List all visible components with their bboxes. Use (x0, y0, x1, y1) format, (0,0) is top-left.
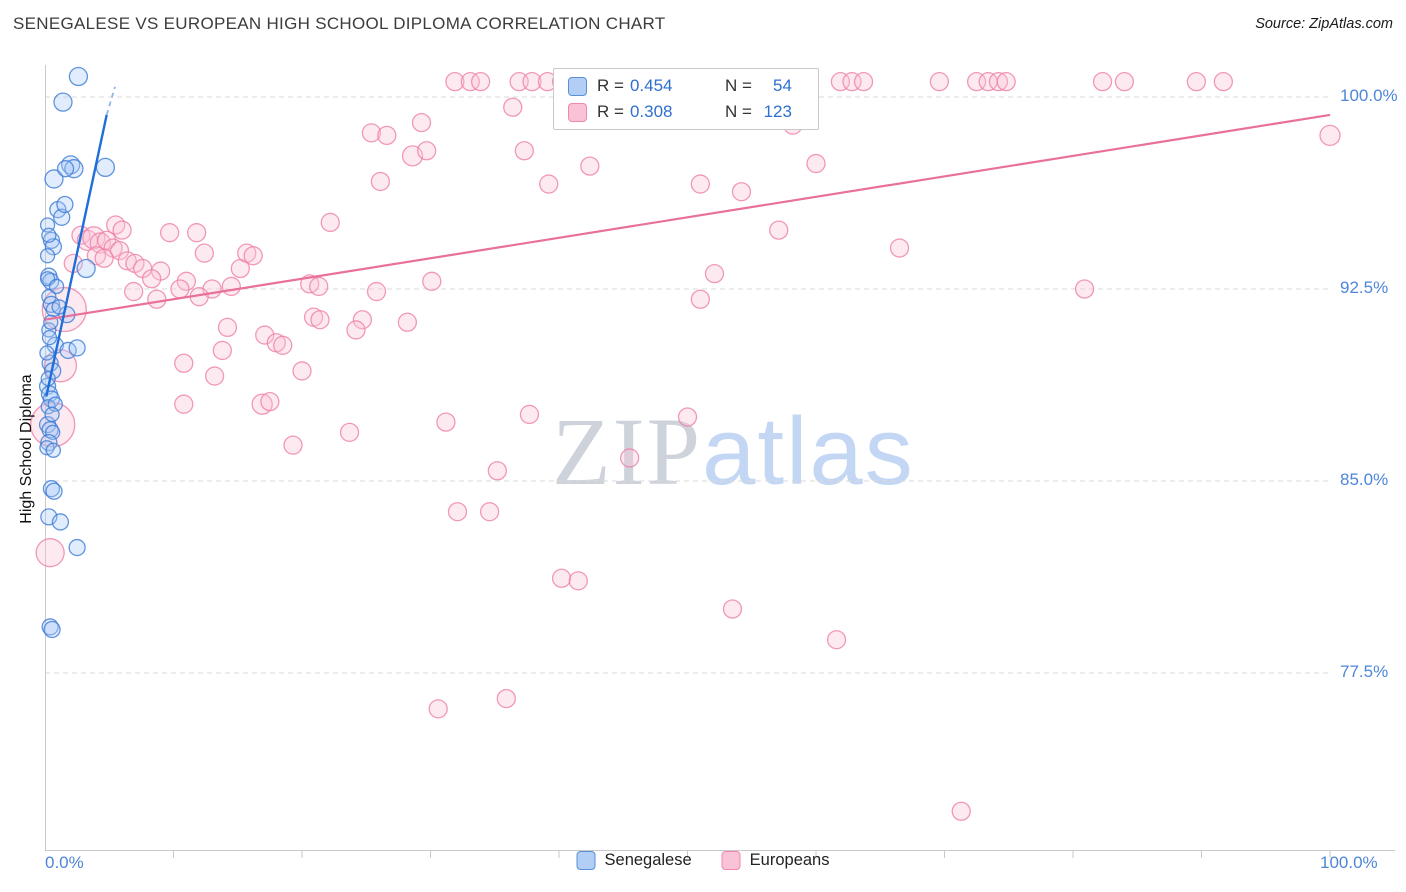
y-tick-label-100: 100.0% (1337, 86, 1398, 106)
n-value-senegalese: 54 (773, 76, 792, 95)
axes (45, 65, 1395, 858)
europeans-swatch-icon (721, 851, 741, 870)
series-legend: Senegalese Europeans (576, 851, 830, 870)
correlation-legend: R = 0.454 N = 54 R = 0.308 N = 123 (553, 68, 819, 130)
senegalese-trendline (105, 86, 116, 116)
n-prefix: N = (725, 76, 752, 95)
europeans-swatch-icon (568, 102, 587, 122)
source-label: Source: ZipAtlas.com (1255, 16, 1393, 32)
r-prefix: R = (597, 76, 624, 95)
chart-title: SENEGALESE VS EUROPEAN HIGH SCHOOL DIPLO… (13, 14, 666, 33)
legend-label-europeans: Europeans (749, 851, 830, 869)
x-axis-min-label: 0.0% (45, 853, 84, 872)
legend-item-senegalese: Senegalese (576, 851, 692, 870)
senegalese-trendline (45, 114, 108, 397)
senegalese-swatch-icon (576, 851, 596, 870)
y-tick-label-92-5: 92.5% (1337, 278, 1389, 298)
watermark: ZIPatlas (552, 396, 915, 507)
y-tick-label-85: 85.0% (1337, 470, 1389, 490)
legend-row-europeans: R = 0.308 N = 123 (568, 102, 818, 122)
senegalese-points (38, 66, 116, 639)
watermark-zip: ZIP (552, 398, 702, 505)
r-value-senegalese: 0.454 (629, 76, 673, 95)
senegalese-swatch-icon (568, 76, 587, 96)
europeans-trendline (44, 113, 1331, 321)
watermark-atlas: atlas (702, 398, 915, 505)
r-prefix: R = (597, 102, 624, 121)
y-axis-title: High School Diploma (18, 374, 35, 524)
legend-label-senegalese: Senegalese (604, 851, 692, 869)
gridlines (45, 96, 1332, 674)
n-prefix: N = (725, 102, 752, 121)
x-axis-max-label: 100.0% (1320, 853, 1378, 872)
r-value-europeans: 0.308 (629, 102, 673, 121)
legend-item-europeans: Europeans (721, 851, 830, 870)
n-value-europeans: 123 (763, 102, 792, 121)
legend-row-senegalese: R = 0.454 N = 54 (568, 76, 818, 96)
europeans-points (30, 71, 1341, 821)
y-tick-label-77-5: 77.5% (1337, 662, 1389, 682)
